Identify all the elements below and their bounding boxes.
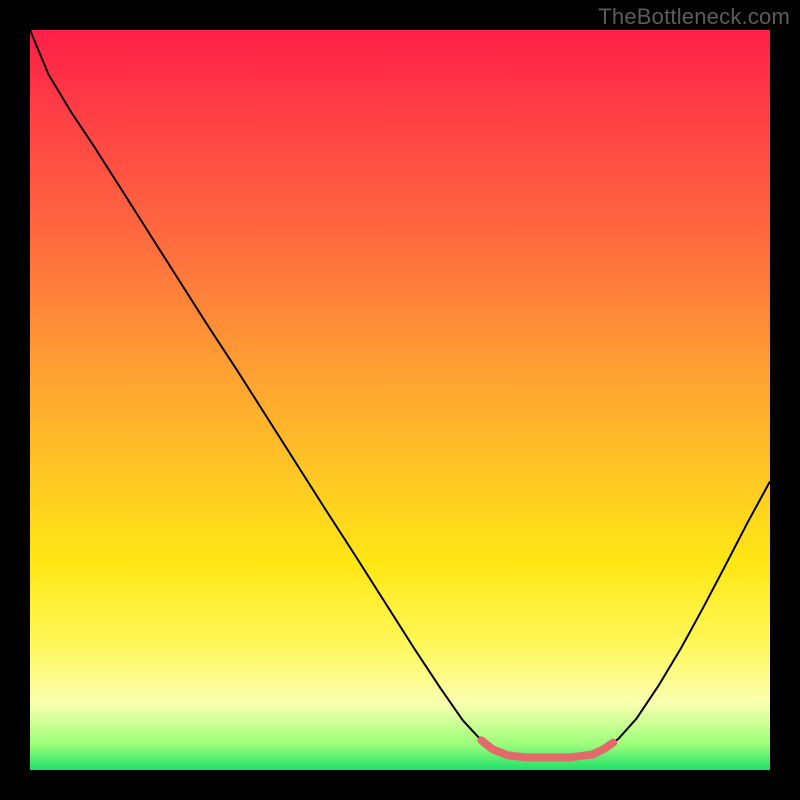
highlight-curve: [481, 740, 613, 757]
main-curve: [30, 30, 770, 757]
chart-svg: [30, 30, 770, 770]
watermark-text: TheBottleneck.com: [598, 4, 790, 30]
plot-area: [30, 30, 770, 770]
chart-frame: TheBottleneck.com: [0, 0, 800, 800]
